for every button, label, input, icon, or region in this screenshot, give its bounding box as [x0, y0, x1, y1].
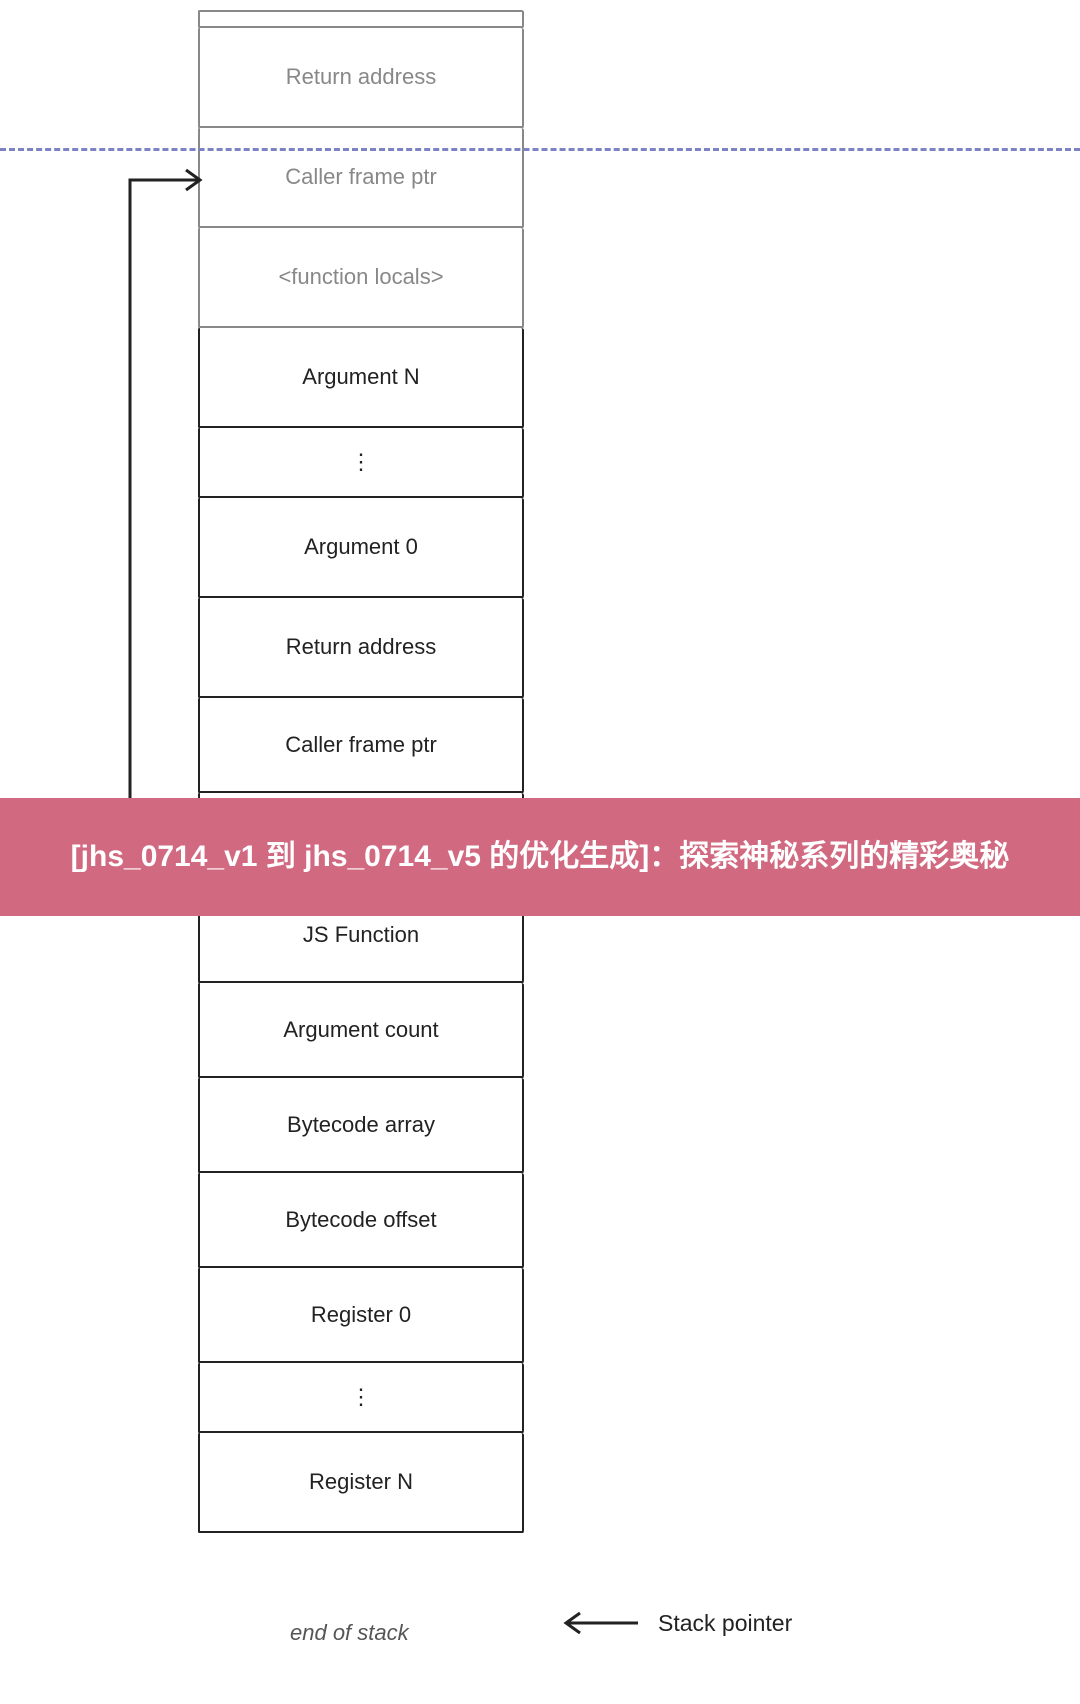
stack-cell: Argument count: [198, 983, 524, 1078]
stack-cell-label: <function locals>: [278, 264, 443, 290]
stack-cell-label: Caller frame ptr: [285, 732, 437, 758]
stack-cell: Return address: [198, 28, 524, 128]
stack-cell-label: Return address: [286, 634, 436, 660]
stack-cell: ⋮: [198, 428, 524, 498]
stack-cell-label: Register 0: [311, 1302, 411, 1328]
stack-cell-label: Return address: [286, 64, 436, 90]
stack-cell: <function locals>: [198, 228, 524, 328]
stack-cell: [198, 10, 524, 28]
stack-cell: Return address: [198, 598, 524, 698]
stack-cell: Caller frame ptr: [198, 698, 524, 793]
stack-cell: ⋮: [198, 1363, 524, 1433]
frame-separator-line-1: [0, 148, 1080, 151]
stack-cell-label: Register N: [309, 1469, 413, 1495]
arrow-left-icon: [560, 1608, 640, 1638]
stack-cell: Register 0: [198, 1268, 524, 1363]
stack-cell-label: ⋮: [350, 1386, 372, 1408]
stack-cell-label: Argument count: [283, 1017, 438, 1043]
stack-cell: Bytecode offset: [198, 1173, 524, 1268]
stack-cell-label: JS Function: [303, 922, 419, 948]
stack-pointer-label: Stack pointer: [658, 1610, 792, 1637]
stack-cell-label: Caller frame ptr: [285, 164, 437, 190]
stack-cell: Argument N: [198, 328, 524, 428]
stack-cell: Argument 0: [198, 498, 524, 598]
stack-cell-label: Bytecode array: [287, 1112, 435, 1138]
stack-cell-label: Argument 0: [304, 534, 418, 560]
overlay-title-banner: [jhs_0714_v1 到 jhs_0714_v5 的优化生成]：探索神秘系列…: [0, 798, 1080, 916]
stack-cell: Register N: [198, 1433, 524, 1533]
end-of-stack-label: end of stack: [290, 1620, 409, 1646]
stack-frame-diagram: Return address Caller frame ptr <function …: [198, 10, 524, 1533]
stack-pointer-indicator: Stack pointer: [560, 1608, 792, 1638]
stack-cell: Caller frame ptr: [198, 128, 524, 228]
overlay-title-text: [jhs_0714_v1 到 jhs_0714_v5 的优化生成]：探索神秘系列…: [71, 836, 1010, 878]
stack-cell: Bytecode array: [198, 1078, 524, 1173]
frame-pointer-arrow: [110, 160, 230, 865]
stack-cell-label: ⋮: [350, 451, 372, 473]
stack-cell-label: Argument N: [302, 364, 419, 390]
stack-cell-label: Bytecode offset: [285, 1207, 436, 1233]
